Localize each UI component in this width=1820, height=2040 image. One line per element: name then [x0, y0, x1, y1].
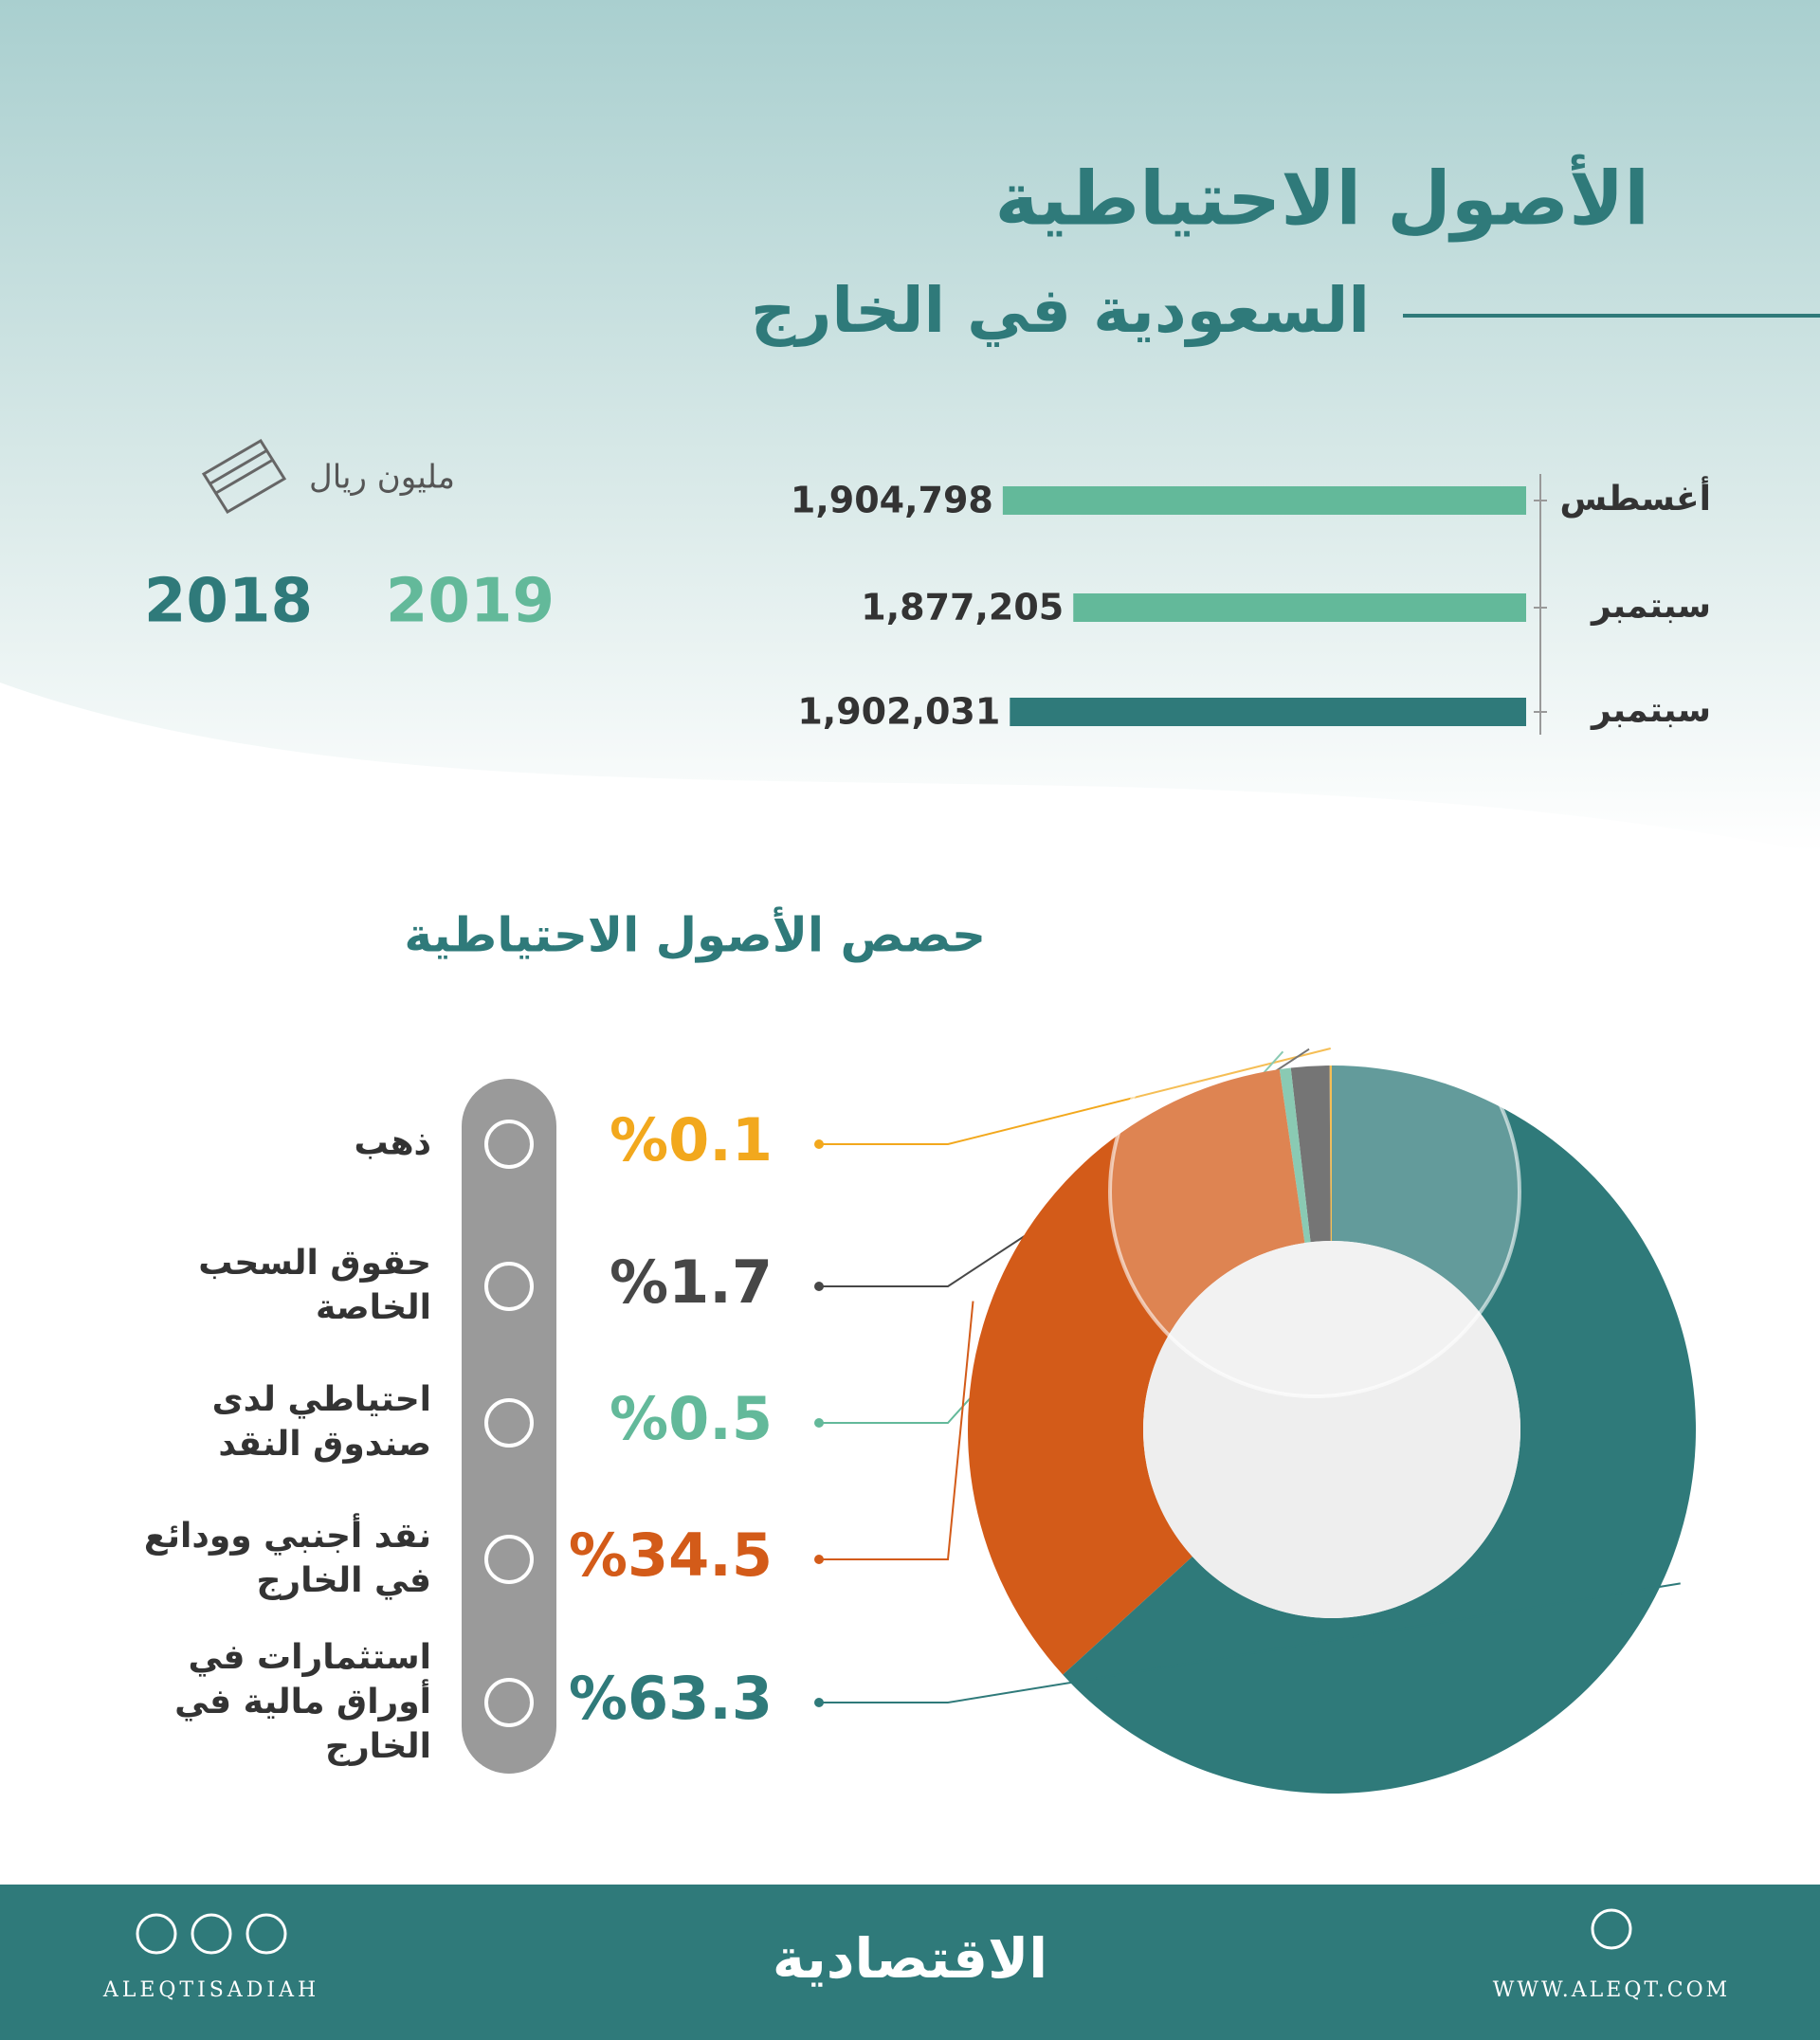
leader-line [819, 1582, 1681, 1703]
category-label: نقد أجنبي وودائع في الخارج [143, 1517, 431, 1600]
unit-label: مليون ريال [309, 459, 455, 497]
percent-label: %0.5 [610, 1384, 773, 1453]
logo: الاقتصادية [773, 1926, 1047, 1991]
legend-label: 2018 [144, 567, 313, 637]
donut-title: حصص الأصول الاحتياطية [404, 906, 986, 964]
leader-dot [814, 1555, 824, 1564]
bar [1010, 698, 1526, 726]
category-label: سبتمبر [1590, 691, 1711, 730]
percent-label: %63.3 [569, 1664, 773, 1733]
leader-dot [814, 1282, 824, 1291]
category-label: سبتمبر [1590, 587, 1711, 626]
donut-slice [967, 1068, 1305, 1675]
footer [0, 1885, 1820, 2040]
icon-column [462, 1079, 556, 1774]
category-icon [484, 1535, 534, 1584]
title-line2: السعودية في الخارج [751, 274, 1370, 348]
category-label: احتياطي لدى صندوق النقد [211, 1380, 431, 1464]
percent-label: %34.5 [569, 1521, 773, 1590]
value-label: 1,877,205 [861, 587, 1064, 628]
donut-slice [1279, 1067, 1311, 1244]
leader-dot [814, 1698, 824, 1707]
category-icon [484, 1262, 534, 1311]
wave [0, 683, 1820, 910]
money-icon [201, 438, 287, 515]
bar [1002, 486, 1526, 515]
leader-dot [814, 1139, 824, 1149]
donut-slice [1290, 1066, 1331, 1243]
value-label: 1,904,798 [791, 480, 993, 521]
donut-hole [1143, 1241, 1520, 1618]
percent-label: %0.1 [610, 1105, 773, 1175]
category-label: حقوق السحب الخاصة [198, 1244, 431, 1327]
website: WWW.ALEQT.COM [1493, 1978, 1730, 2002]
leader-dot [814, 1418, 824, 1428]
percent-label: %1.7 [610, 1248, 773, 1317]
category-icon [484, 1398, 534, 1448]
title-line1: الأصول الاحتياطية [994, 155, 1649, 242]
donut-slice [1063, 1066, 1696, 1794]
category-label: استثمارات في أوراق مالية في الخارج [174, 1637, 431, 1766]
value-label: 1,902,031 [797, 691, 1000, 733]
donut-slice [1329, 1066, 1332, 1242]
leader-line [819, 1047, 1331, 1145]
bar [1073, 593, 1526, 622]
category-label: ذهب [354, 1123, 431, 1163]
glass-lens [1108, 985, 1521, 1398]
category-label: أغسطس [1559, 476, 1711, 519]
leader-line [819, 1301, 974, 1560]
category-icon [484, 1120, 534, 1169]
social-icons [136, 1908, 1632, 1955]
legend-label: 2019 [386, 567, 555, 637]
category-icon [484, 1678, 534, 1727]
handle: ALEQTISADIAH [102, 1978, 319, 2002]
